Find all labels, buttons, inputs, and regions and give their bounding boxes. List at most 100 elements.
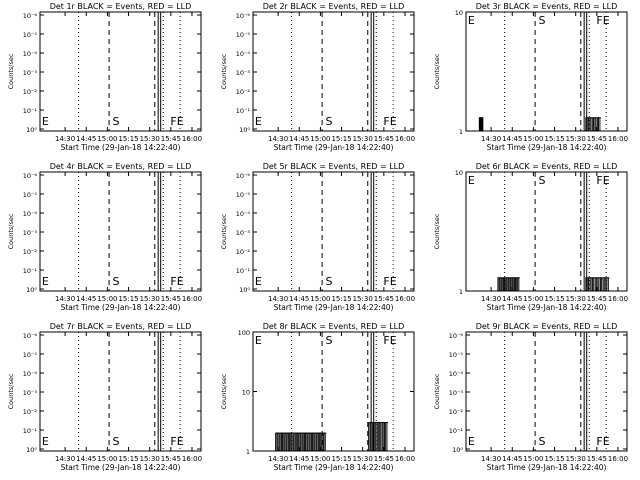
x-tick-label: 15:30 [353, 455, 373, 463]
detector-panel-7r: Det 7r BLACK = Events, RED = LLD 10⁰ 10⁻¹ 1… [7, 322, 202, 472]
x-tick-label: 15:45 [374, 455, 394, 463]
x-tick-label: 15:30 [140, 135, 160, 143]
y-tick-label: 10⁻⁵ [23, 351, 38, 359]
panel-title: Det 3r BLACK = Events, RED = LLD [476, 2, 618, 11]
detector-panel-9r: Det 9r BLACK = Events, RED = LLD 10⁰ 10⁻¹ 1… [433, 322, 628, 472]
count-spike [501, 277, 504, 292]
x-tick-label: 15:00 [97, 455, 117, 463]
x-tick-label: 14:30 [481, 455, 501, 463]
x-axis-label: Start Time (29-Jan-18 14:22:40) [274, 143, 394, 152]
x-tick-label: 15:15 [544, 455, 564, 463]
x-tick-label: 14:30 [55, 455, 75, 463]
marker-label: S [112, 115, 119, 128]
count-spike [380, 422, 383, 452]
x-tick-label: 15:30 [140, 455, 160, 463]
y-tick-label: 10⁻⁵ [23, 31, 38, 39]
y-tick-label: 10⁻¹ [23, 427, 38, 435]
x-tick-label: 14:45 [76, 295, 96, 303]
y-tick-label: 10⁻³ [23, 69, 38, 77]
count-spike [598, 117, 601, 132]
y-tick-label: 10⁻⁵ [449, 351, 464, 359]
count-spike [508, 277, 511, 292]
marker-label: S [325, 115, 332, 128]
plot-frame [252, 11, 415, 132]
count-spike [368, 422, 371, 452]
x-tick-label: 15:00 [310, 135, 330, 143]
marker-label: E [42, 115, 49, 128]
count-spike [309, 432, 312, 452]
x-tick-label: 16:00 [395, 135, 415, 143]
y-tick-label: 10⁻¹ [23, 107, 38, 115]
count-spike [316, 432, 319, 452]
x-tick-label: 14:30 [55, 295, 75, 303]
x-axis-label: Start Time (29-Jan-18 14:22:40) [274, 303, 394, 312]
x-tick-label: 16:00 [395, 295, 415, 303]
y-tick-label: 10⁻² [23, 88, 38, 96]
count-spike [517, 277, 520, 292]
marker-label: S [538, 14, 545, 27]
x-tick-label: 15:30 [353, 295, 373, 303]
x-tick-label: 14:45 [289, 295, 309, 303]
x-tick-label: 15:45 [587, 135, 607, 143]
x-tick-label: 15:45 [161, 455, 181, 463]
panel-title: Det 9r BLACK = Events, RED = LLD [476, 322, 618, 331]
y-tick-label: 10⁻⁴ [236, 210, 251, 218]
x-tick-label: 14:45 [502, 295, 522, 303]
y-tick-label: 10⁰ [239, 126, 250, 134]
x-tick-label: 14:30 [55, 135, 75, 143]
x-tick-label: 16:00 [608, 295, 628, 303]
x-tick-label: 15:15 [118, 455, 138, 463]
count-spike [499, 277, 502, 292]
x-tick-label: 14:45 [502, 135, 522, 143]
x-tick-label: 15:30 [566, 295, 586, 303]
count-spike [593, 117, 596, 132]
x-axis-label: Start Time (29-Jan-18 14:22:40) [487, 303, 607, 312]
marker-label: FE [596, 174, 609, 187]
y-tick-label: 10⁻⁴ [23, 50, 38, 58]
count-spike [606, 277, 609, 292]
x-tick-label: 15:15 [544, 295, 564, 303]
x-tick-label: 14:30 [481, 135, 501, 143]
x-tick-label: 15:45 [161, 135, 181, 143]
x-tick-label: 15:45 [587, 295, 607, 303]
count-spike [295, 432, 299, 452]
count-spike [593, 277, 596, 292]
count-spike [510, 277, 513, 292]
count-spike [382, 422, 385, 452]
marker-label: E [255, 115, 262, 128]
x-tick-label: 16:00 [182, 295, 202, 303]
y-tick-label: 1 [459, 128, 463, 136]
x-tick-label: 16:00 [182, 455, 202, 463]
count-spike [512, 277, 515, 292]
marker-label: E [42, 275, 49, 288]
x-tick-label: 15:30 [353, 135, 373, 143]
panel-title: Det 5r BLACK = Events, RED = LLD [263, 162, 405, 171]
x-tick-label: 15:45 [374, 135, 394, 143]
y-axis-label: Counts/sec [7, 53, 15, 89]
count-spike [284, 432, 287, 452]
plot-frame [252, 171, 415, 292]
count-spike [377, 422, 381, 452]
x-tick-label: 15:45 [161, 295, 181, 303]
x-tick-label: 15:15 [331, 295, 351, 303]
count-spike [282, 432, 285, 452]
detector-panel-2r: Det 2r BLACK = Events, RED = LLD 10⁰ 10⁻¹ 1… [220, 2, 415, 152]
y-tick-label: 10⁻² [236, 248, 251, 256]
y-tick-label: 10⁻² [236, 88, 251, 96]
x-tick-label: 15:15 [118, 135, 138, 143]
x-axis-label: Start Time (29-Jan-18 14:22:40) [487, 143, 607, 152]
x-tick-label: 14:45 [289, 455, 309, 463]
y-axis-label: Counts/sec [7, 213, 15, 249]
y-axis-label: Counts/sec [433, 373, 441, 409]
y-axis-label: Counts/sec [220, 213, 228, 249]
marker-label: E [255, 275, 262, 288]
y-tick-label: 10⁻⁴ [23, 210, 38, 218]
y-tick-label: 10⁻¹ [449, 427, 464, 435]
x-tick-label: 16:00 [395, 455, 415, 463]
count-spike [291, 432, 294, 452]
count-spike [480, 117, 482, 132]
count-spike [305, 432, 308, 452]
count-spike [275, 432, 278, 452]
x-tick-label: 15:00 [523, 295, 543, 303]
